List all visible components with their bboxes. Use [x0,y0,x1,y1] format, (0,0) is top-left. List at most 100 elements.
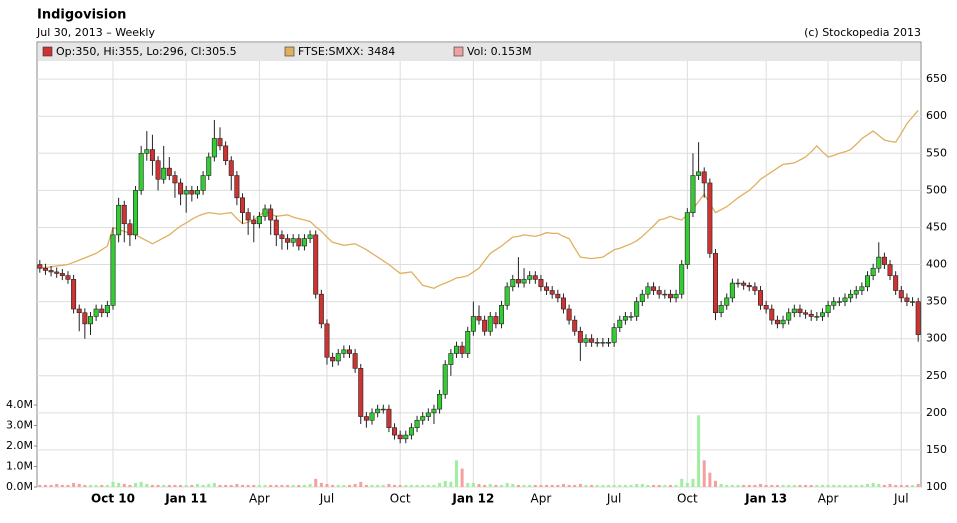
candle-body [437,394,443,410]
y-tick-label: 100 [926,480,947,493]
volume-bar [550,484,554,487]
legend-swatch [284,46,295,57]
y-tick-label: 300 [926,332,947,345]
volume-bar [404,484,408,487]
candle-body [825,305,831,314]
candle-body [234,175,240,199]
candle-body [251,219,257,225]
volume-bar [561,483,565,487]
candle-body [634,301,640,317]
candle-body [707,182,713,254]
candle-body [515,279,521,284]
volume-bar [916,483,920,487]
candle-body [48,270,54,273]
candle-body [521,279,527,284]
candle-body [392,427,398,436]
volume-bar [477,483,481,487]
volume-bar [359,481,363,487]
volume-bar [207,483,211,487]
candle-body [121,204,127,225]
volume-bar [297,484,301,487]
x-tick-label: Apr [249,492,270,506]
candle-body [465,330,471,354]
candle-body [679,264,685,295]
volume-bar [888,483,892,487]
volume-bar [905,484,909,487]
volume-bar [398,484,402,487]
y-tick-label: 600 [926,109,947,122]
volume-bar [545,484,549,487]
volume-bar [618,484,622,487]
volume-bar [623,484,627,487]
volume-bar [376,484,380,487]
candle-body [684,212,690,265]
volume-bar [911,484,915,487]
volume-bar [150,484,154,487]
candle-body [904,297,910,302]
volume-bar [49,484,53,487]
candle-body [769,308,775,321]
candle-body [482,319,488,332]
y-tick-label: 450 [926,220,947,233]
candle-body [127,223,133,236]
candle-body [814,316,820,318]
candle-body [651,286,657,291]
volume-bar [353,483,357,487]
candle-body [285,238,291,243]
candle-body [335,353,341,362]
candle-body [144,149,150,154]
volume-bar [483,484,487,487]
candle-body [459,345,465,354]
volume-bar [837,484,841,487]
volume-bar [77,483,81,487]
candle-body [76,308,82,314]
candle-body [532,275,538,280]
candle-body [93,308,99,317]
candle-body [268,208,274,221]
candle-body [673,293,679,299]
candle-body [403,434,409,440]
candle-body [431,408,437,414]
volume-bar [747,484,751,487]
candle-body [842,297,848,302]
volume-bar [302,484,306,487]
candle-body [71,279,77,310]
volume-bar [88,484,92,487]
volume-bar [511,483,515,487]
candle-body [104,305,110,314]
candle-body [386,408,392,428]
y-tick-label: 550 [926,146,947,159]
volume-tick-label: 0.0M [6,480,33,493]
volume-bar [286,484,290,487]
volume-bar [325,483,329,487]
candle-body [910,301,916,303]
candle-body [566,308,572,321]
volume-bar [426,484,430,487]
volume-bar [578,483,582,487]
candle-body [375,408,381,414]
volume-bar [607,484,611,487]
candle-body [893,275,899,291]
candle-body [217,138,223,147]
volume-bar [612,484,616,487]
volume-bar [218,484,222,487]
chart-title: Indigovision [37,8,126,23]
volume-bar [820,484,824,487]
candle-body [712,253,718,314]
candle-body [307,234,313,239]
volume-tick-label: 4.0M [6,398,33,411]
volume-bar [460,468,464,487]
volume-bar [877,483,881,487]
candle-body [696,171,702,176]
candle-body [572,319,578,332]
volume-bar [854,484,858,487]
volume-bar [697,415,701,487]
candle-body [189,190,195,195]
legend-label: Op:350, Hi:355, Lo:296, Cl:305.5 [56,45,237,58]
candle-body [346,349,352,354]
volume-bar [438,482,442,487]
candle-body [560,297,566,310]
y-tick-label: 150 [926,443,947,456]
volume-bar [179,484,183,487]
candle-body [808,313,814,317]
